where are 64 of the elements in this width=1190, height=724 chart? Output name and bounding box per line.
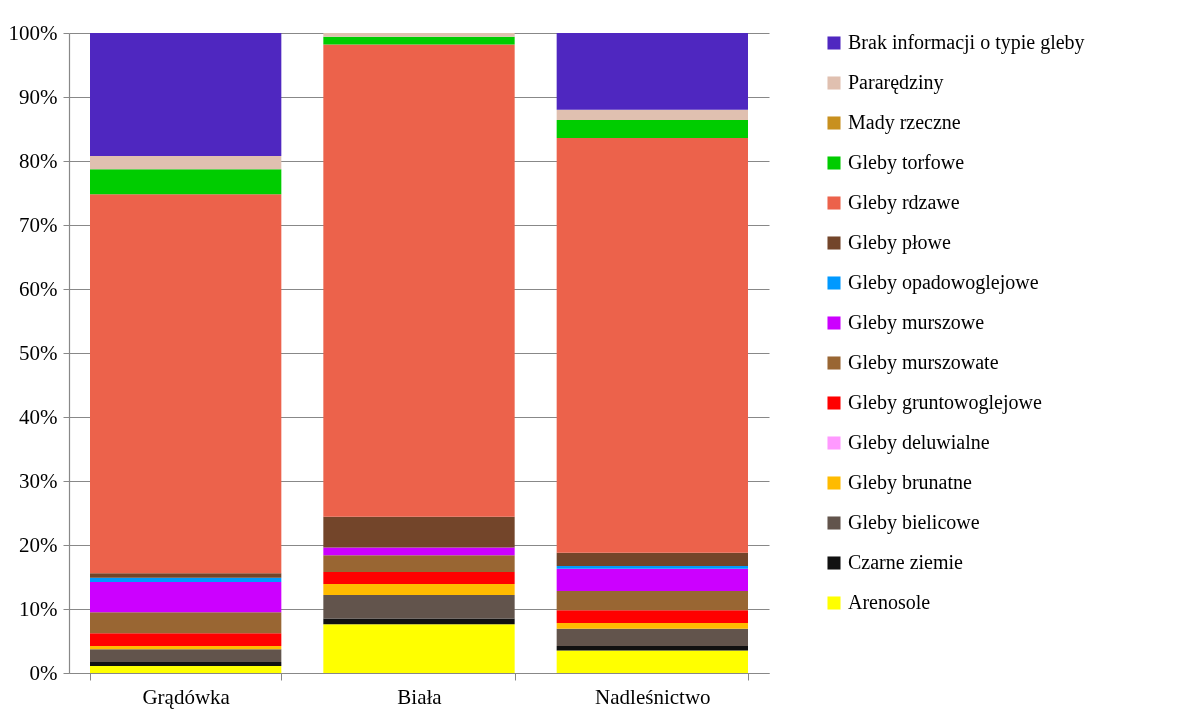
bar: [90, 573, 282, 578]
bar: [90, 649, 282, 663]
bar: [323, 624, 515, 673]
bar: [323, 555, 515, 572]
bar: [323, 547, 515, 556]
legend-label: Czarne ziemie: [848, 551, 964, 573]
bar: [556, 137, 748, 553]
bar: [90, 155, 282, 170]
bar: [90, 633, 282, 647]
bar: [556, 552, 748, 567]
y-tick-label: 70%: [19, 212, 58, 237]
x-tick-label: Grądówka: [142, 684, 231, 709]
bar: [90, 646, 282, 650]
bar: [90, 582, 282, 613]
bar: [90, 612, 282, 634]
bar: [556, 646, 748, 651]
bar: [556, 109, 748, 121]
y-tick-label: 50%: [19, 340, 58, 365]
y-tick-label: 10%: [19, 596, 58, 621]
bar: [323, 584, 515, 595]
legend-label: Gleby deluwialne: [848, 431, 990, 454]
y-tick-label: 80%: [19, 148, 58, 173]
bar: [323, 36, 515, 45]
x-tick-label: Biała: [397, 684, 443, 709]
bar: [556, 120, 748, 138]
bar: [556, 591, 748, 611]
y-tick-label: 20%: [19, 532, 58, 557]
legend-label: Mady rzeczne: [848, 111, 961, 134]
bar: [556, 568, 748, 592]
bar: [90, 665, 282, 673]
legend-label: Gleby opadowoglejowe: [848, 271, 1039, 294]
legend-label: Gleby gruntowoglejowe: [848, 391, 1042, 414]
legend-label: Gleby rdzawe: [848, 191, 960, 214]
legend-label: Gleby bielicowe: [848, 511, 980, 534]
bar: [556, 623, 748, 629]
legend-label: Gleby murszowe: [848, 311, 985, 334]
legend-label: Gleby brunatne: [848, 471, 972, 494]
legend-label: Arenosole: [848, 591, 931, 613]
bar: [90, 662, 282, 666]
bar: [556, 628, 748, 647]
y-tick-label: 40%: [19, 404, 58, 429]
bar: [556, 610, 748, 624]
y-tick-label: 60%: [19, 276, 58, 301]
y-tick-label: 0%: [29, 660, 58, 685]
bar: [90, 194, 282, 574]
y-tick-label: 90%: [19, 84, 58, 109]
legend-label: Gleby płowe: [848, 231, 951, 254]
bar: [556, 33, 748, 110]
legend-label: Pararędziny: [848, 71, 944, 94]
bar: [556, 650, 748, 673]
bar: [90, 33, 282, 156]
bar: [90, 169, 282, 195]
x-tick-label: Nadleśnictwo: [595, 684, 711, 709]
bar: [323, 44, 515, 517]
y-tick-label: 100%: [8, 20, 58, 45]
bar: [323, 571, 515, 585]
bar: [323, 594, 515, 619]
bar: [556, 566, 748, 569]
legend-label: Gleby murszowate: [848, 351, 999, 374]
y-tick-label: 30%: [19, 468, 58, 493]
bar: [323, 516, 515, 548]
legend-label: Gleby torfowe: [848, 151, 965, 174]
legend-label: Brak informacji o typie gleby: [848, 31, 1085, 54]
bar: [323, 33, 515, 37]
